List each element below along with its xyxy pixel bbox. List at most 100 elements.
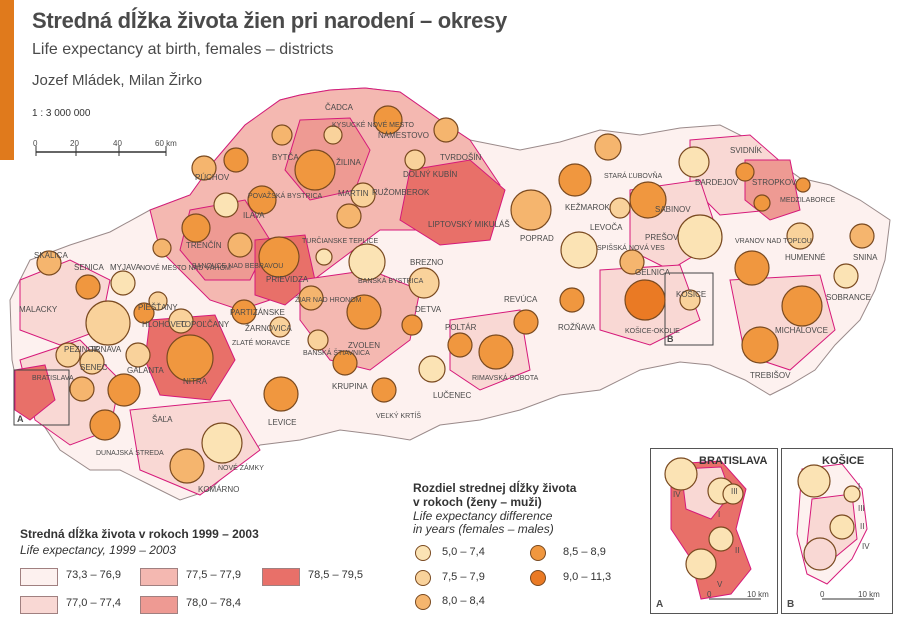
- circle-brezno: [408, 267, 440, 299]
- label-ilava: ILAVA: [243, 211, 265, 220]
- circle-snv: [560, 231, 598, 269]
- scale-tick-0: 0: [33, 139, 38, 148]
- inset-a-scale-10: 10 km: [747, 590, 769, 599]
- legend-circle-label-5: 9,0 – 11,3: [563, 571, 612, 583]
- circle-roznava: [559, 287, 585, 313]
- label-levice: LEVICE: [268, 418, 296, 427]
- legend-label-4: 78,0 – 78,4: [186, 597, 242, 609]
- label-trencin: TRENČÍN: [186, 241, 222, 250]
- label-liptov: LIPTOVSKÝ MIKULÁŠ: [428, 220, 510, 229]
- circle-martin: [336, 203, 362, 229]
- circle-kosice-okolie: [624, 279, 666, 321]
- circle-snina: [849, 223, 875, 249]
- circle-dolny-kubin: [404, 149, 426, 171]
- circle-svidnik: [735, 162, 755, 182]
- label-galanta: GALANTA: [127, 366, 164, 375]
- circle-stiavnica: [307, 329, 329, 351]
- label-stara: STARÁ ĽUBOVŇA: [604, 171, 663, 180]
- label-senica: SENICA: [74, 263, 104, 272]
- legend-label-1: 73,3 – 76,9: [66, 569, 122, 581]
- legend-circle-5: [530, 570, 546, 586]
- label-snina: SNINA: [853, 253, 878, 262]
- legend-diff-sub-2: in years (females – males): [413, 522, 554, 536]
- circle-michalovce: [781, 285, 823, 327]
- inset-b-marker-label: B: [667, 334, 674, 344]
- circle-levoca: [609, 197, 631, 219]
- circle-medzilaborce: [795, 177, 811, 193]
- circle-nitra: [166, 334, 214, 382]
- circle-cadca: [323, 125, 343, 145]
- circle-prievidza: [258, 236, 300, 278]
- page-subtitle: Life expectancy at birth, females – dist…: [32, 41, 334, 58]
- label-malacky: MALACKY: [19, 305, 58, 314]
- circle-sobrance: [833, 263, 859, 289]
- label-sabinov: SABINOV: [655, 205, 691, 214]
- circle-gelnica: [619, 249, 645, 275]
- inset-a-numeral-v: V: [717, 580, 723, 589]
- label-vranov: VRANOV NAD TOPĽOU: [735, 238, 812, 245]
- inset-b-scale-0: 0: [820, 590, 825, 599]
- circle-dunajska: [89, 409, 121, 441]
- circle-ziar: [298, 285, 324, 311]
- inset-a-marker: [13, 369, 70, 426]
- circle-rimavska: [478, 334, 514, 370]
- legend-circle-label-2: 7,5 – 7,9: [442, 571, 485, 583]
- circle-partizanske: [269, 316, 291, 338]
- circle-revuca: [513, 309, 539, 335]
- accent-bar: [0, 0, 14, 160]
- circle-komarno: [169, 448, 205, 484]
- label-svidnik: SVIDNÍK: [730, 146, 763, 155]
- circle-tvrdosin: [433, 117, 459, 143]
- label-partizanske: PARTIZÁNSKE: [230, 308, 285, 317]
- inset-a-scale-0: 0: [707, 590, 712, 599]
- inset-a-numeral-iv: IV: [673, 490, 681, 499]
- label-skalica: SKALICA: [34, 251, 68, 260]
- label-banovce: BANOVCE NAD BEBRAVOU: [192, 263, 283, 270]
- label-nmesto: NOVÉ MESTO NAD VÁHOM: [140, 263, 231, 272]
- circle-povazska: [247, 185, 277, 215]
- scale-bar: 0 20 40 60 km: [33, 139, 177, 156]
- circle-sabinov: [629, 181, 667, 219]
- label-kosice-okolie: KOŠICE-OKOLIE: [625, 326, 680, 335]
- circle-bardejov: [678, 146, 710, 178]
- circle-krupina: [332, 350, 358, 376]
- label-dunajska: DUNAJSKÁ STREDA: [96, 448, 164, 457]
- label-brezno: BREZNO: [410, 258, 443, 267]
- label-senec: SENEC: [80, 363, 108, 372]
- circle-pezinok: [55, 342, 81, 368]
- label-roznava: ROŽŇAVA: [558, 323, 596, 332]
- legend-circle-label-3: 8,0 – 8,4: [442, 595, 485, 607]
- label-medzilaborce: MEDZILABORCE: [780, 197, 836, 204]
- region-liptov: [399, 159, 506, 246]
- label-komarno: KOMÁRNO: [198, 485, 239, 494]
- label-ruzomberok: RUŽOMBEROK: [372, 188, 430, 197]
- inset-b-scale-10: 10 km: [858, 590, 880, 599]
- label-prievidza: PRIEVIDZA: [266, 275, 309, 284]
- circle-kysucke: [271, 124, 293, 146]
- inset-kosice: I III II IV 0 10 km B KOŠICE: [781, 448, 893, 614]
- inset-b-letter: B: [787, 599, 794, 610]
- label-snv: SPIŠSKÁ NOVÁ VES: [597, 243, 665, 252]
- label-stiavnica: BANSKÁ ŠTIAVNICA: [303, 348, 370, 357]
- circle-galanta: [125, 342, 151, 368]
- circle-sala: [107, 373, 141, 407]
- circle-zilina: [294, 149, 336, 191]
- legend-label-3: 77,5 – 77,9: [186, 569, 242, 581]
- circle-skalica: [36, 250, 62, 276]
- district-circles: [36, 105, 875, 484]
- circle-kosice: [679, 289, 701, 311]
- circle-zlate: [231, 299, 257, 325]
- legend-swatch-3: [140, 568, 178, 586]
- label-bytca: BYTČA: [272, 153, 299, 162]
- scale-tick-40: 40: [113, 139, 122, 148]
- circle-stropkov: [753, 194, 771, 212]
- circle-trencin: [181, 213, 211, 243]
- inset-kosice-map: I III II IV 0 10 km B: [787, 463, 880, 610]
- circle-nove-zamky: [201, 422, 243, 464]
- circle-banovce: [227, 232, 253, 258]
- label-tvrdosin: TVRDOŠÍN: [440, 153, 482, 162]
- circle-levice: [263, 376, 299, 412]
- label-krtis: VEĽKÝ KRTÍŠ: [376, 411, 421, 420]
- label-zvolen: ZVOLEN: [348, 341, 380, 350]
